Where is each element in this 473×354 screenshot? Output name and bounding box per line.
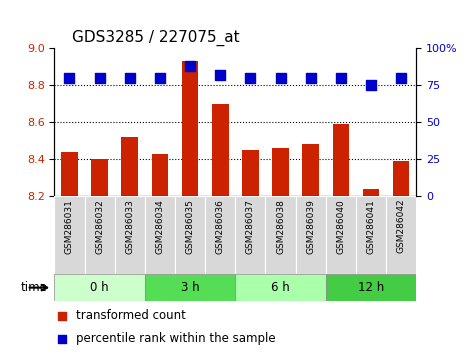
Bar: [333, 124, 349, 196]
Text: 3 h: 3 h: [181, 281, 200, 294]
Point: [156, 75, 164, 80]
Text: GSM286032: GSM286032: [95, 199, 104, 253]
Text: GSM286039: GSM286039: [306, 199, 315, 254]
Point: [126, 75, 133, 80]
Text: GDS3285 / 227075_at: GDS3285 / 227075_at: [72, 30, 240, 46]
Text: GSM286040: GSM286040: [336, 199, 345, 253]
Text: percentile rank within the sample: percentile rank within the sample: [76, 332, 276, 346]
Point: [367, 82, 375, 88]
Text: GSM286042: GSM286042: [397, 199, 406, 253]
Point: [217, 72, 224, 78]
Bar: [265, 196, 296, 274]
Text: GSM286035: GSM286035: [185, 199, 194, 254]
Point: [58, 313, 65, 319]
Bar: [242, 150, 259, 196]
Bar: [54, 274, 145, 301]
Text: GSM286034: GSM286034: [156, 199, 165, 253]
Point: [186, 63, 194, 68]
Point: [96, 75, 104, 80]
Text: time: time: [20, 281, 47, 294]
Bar: [296, 196, 326, 274]
Bar: [145, 196, 175, 274]
Text: GSM286041: GSM286041: [367, 199, 376, 253]
Bar: [272, 148, 289, 196]
Bar: [91, 159, 108, 196]
Bar: [205, 196, 235, 274]
Bar: [302, 144, 319, 196]
Point: [307, 75, 315, 80]
Bar: [54, 196, 85, 274]
Bar: [212, 104, 228, 196]
Point: [337, 75, 345, 80]
Point: [66, 75, 73, 80]
Bar: [182, 61, 198, 196]
Bar: [363, 189, 379, 196]
Text: transformed count: transformed count: [76, 309, 186, 322]
Bar: [152, 154, 168, 196]
Bar: [235, 196, 265, 274]
Point: [58, 336, 65, 342]
Bar: [386, 196, 416, 274]
Bar: [235, 274, 326, 301]
Bar: [393, 161, 410, 196]
Bar: [175, 196, 205, 274]
Bar: [122, 137, 138, 196]
Bar: [356, 196, 386, 274]
Point: [277, 75, 284, 80]
Text: GSM286036: GSM286036: [216, 199, 225, 254]
Text: 0 h: 0 h: [90, 281, 109, 294]
Point: [397, 75, 405, 80]
Text: GSM286037: GSM286037: [246, 199, 255, 254]
Text: GSM286038: GSM286038: [276, 199, 285, 254]
Bar: [114, 196, 145, 274]
Bar: [326, 196, 356, 274]
Text: GSM286033: GSM286033: [125, 199, 134, 254]
Text: 12 h: 12 h: [358, 281, 384, 294]
Point: [246, 75, 254, 80]
Text: GSM286031: GSM286031: [65, 199, 74, 254]
Text: 6 h: 6 h: [271, 281, 290, 294]
Bar: [61, 152, 78, 196]
Bar: [326, 274, 416, 301]
Bar: [145, 274, 235, 301]
Bar: [85, 196, 114, 274]
